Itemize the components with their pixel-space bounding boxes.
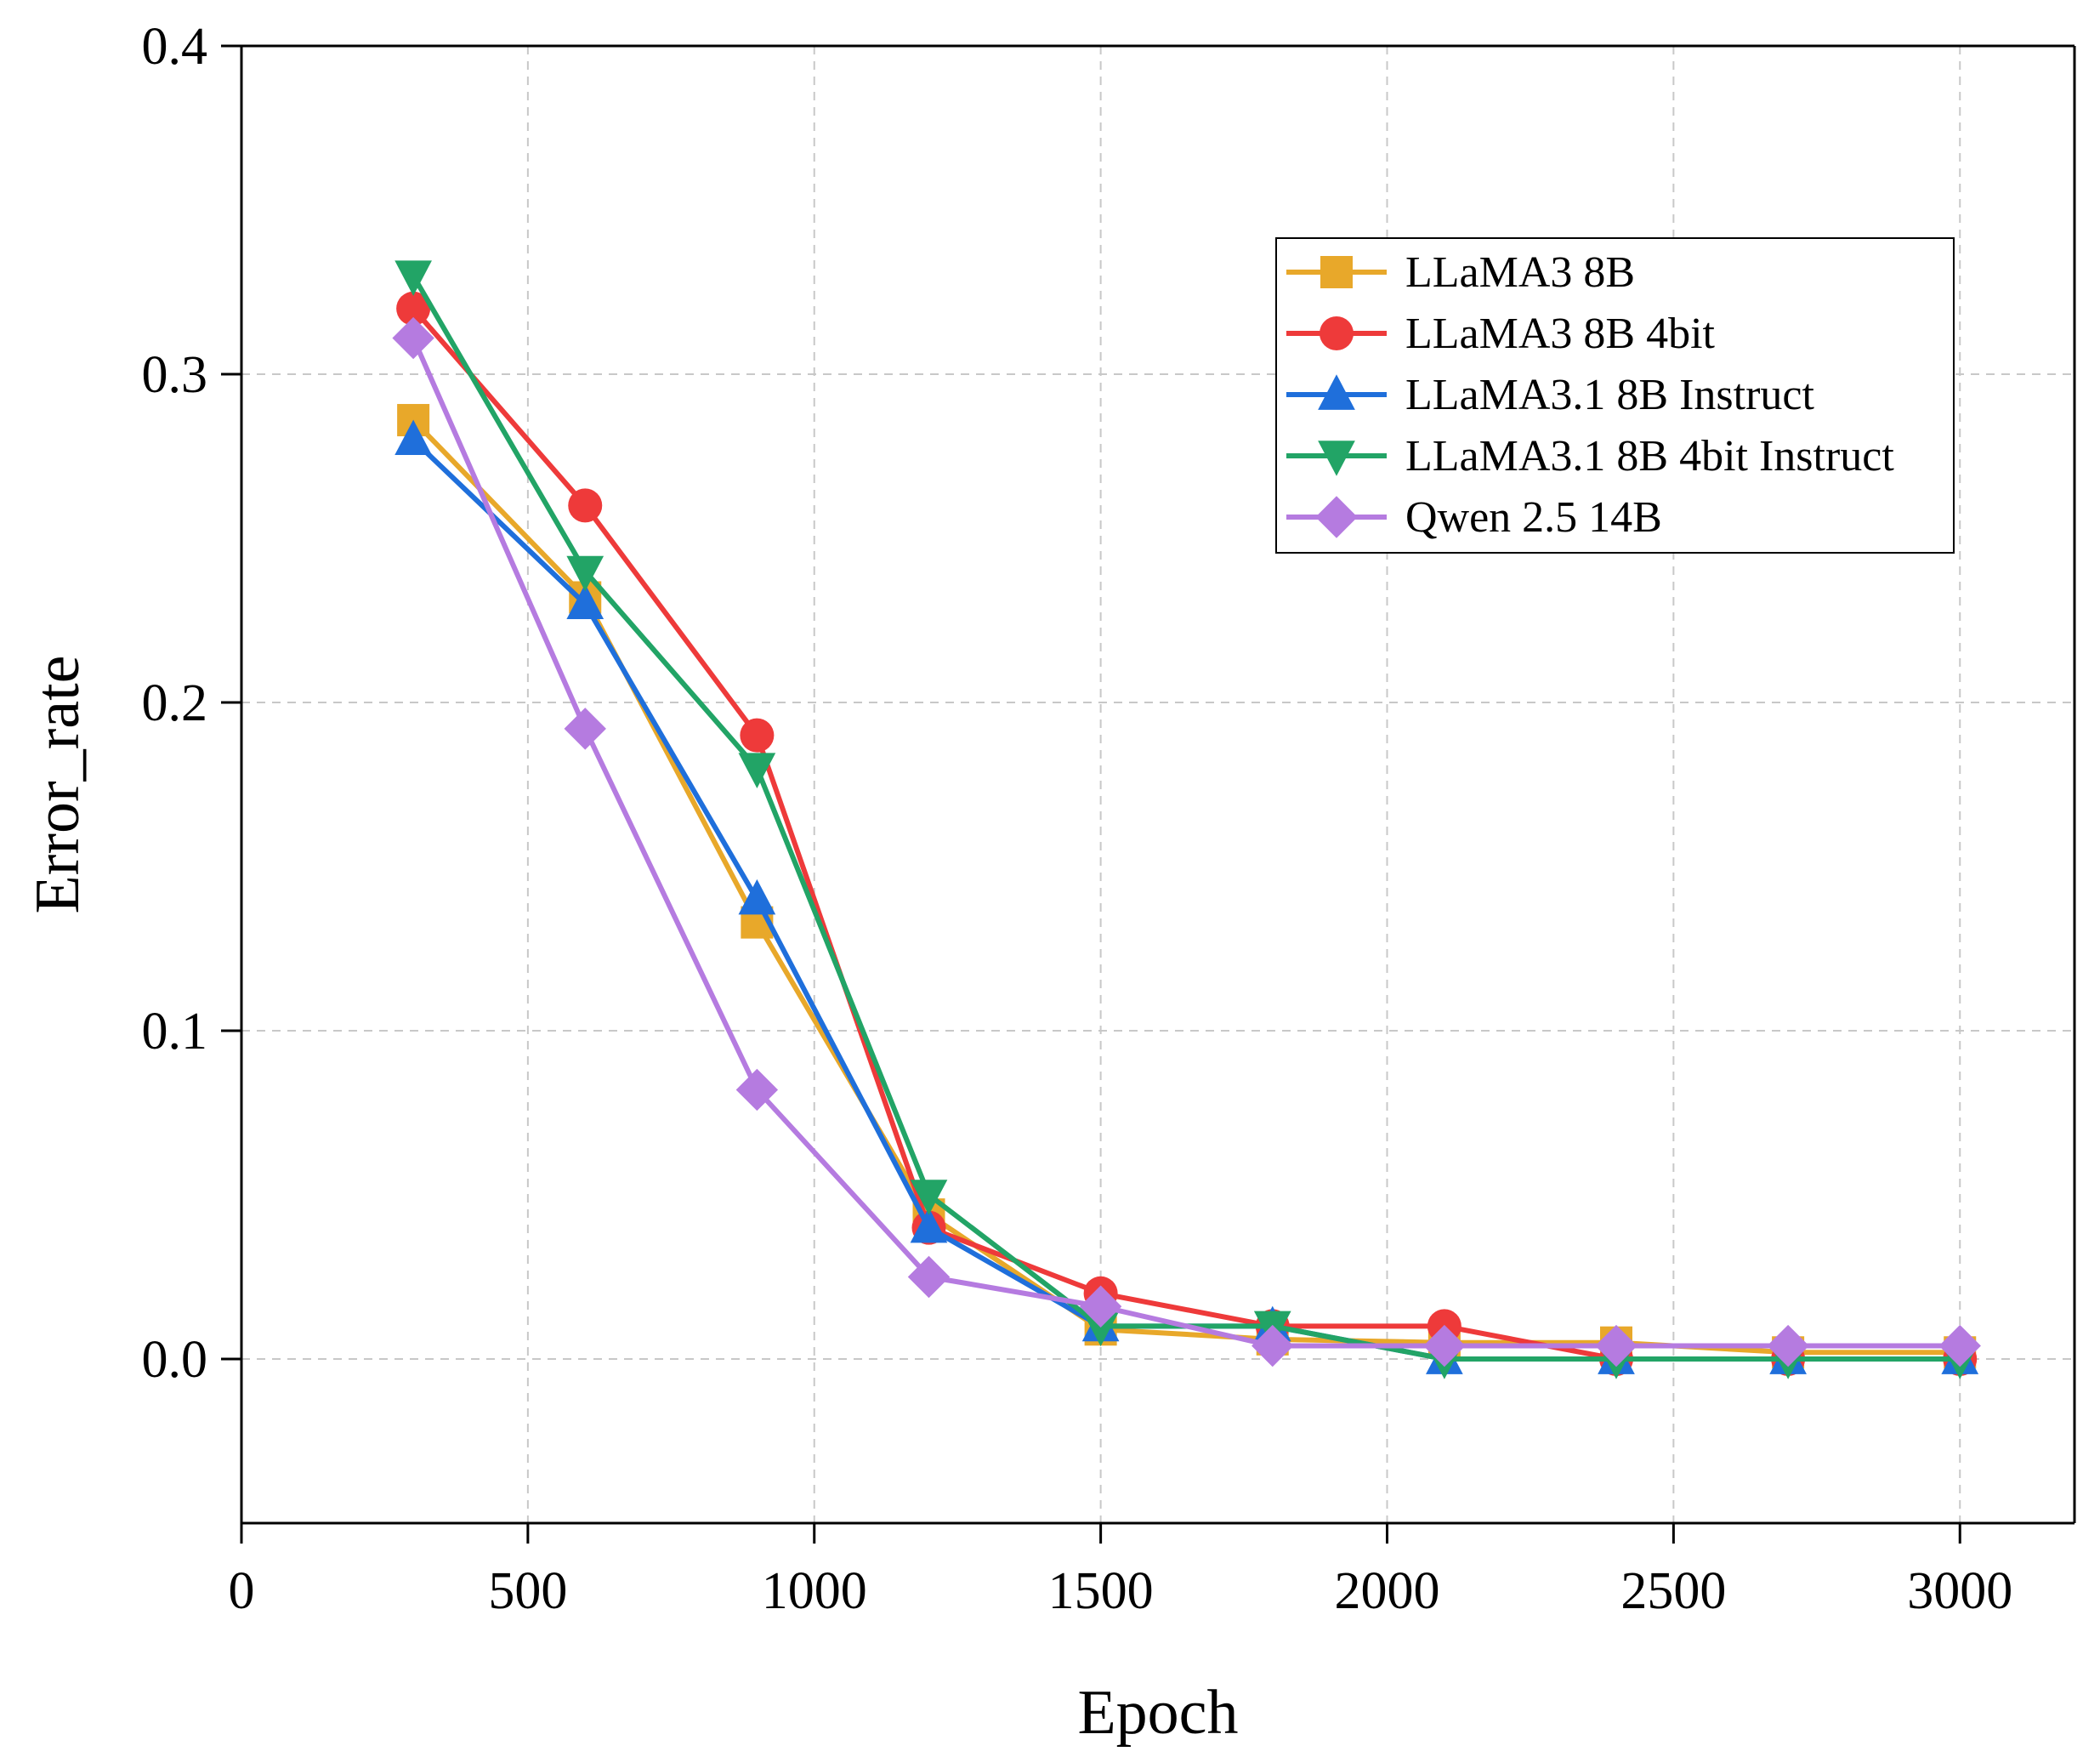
data-point bbox=[738, 878, 776, 915]
data-point bbox=[738, 753, 776, 788]
legend-marker bbox=[1320, 256, 1353, 288]
y-axis-title: Error_rate bbox=[23, 655, 93, 913]
legend-box bbox=[1275, 237, 1955, 554]
data-point bbox=[907, 1255, 951, 1299]
x-tick-label: 2500 bbox=[1620, 1562, 1726, 1620]
data-point bbox=[735, 1068, 779, 1112]
y-tick-label: 0.1 bbox=[142, 1003, 208, 1060]
data-point bbox=[396, 291, 431, 326]
legend-label: LLaMA3.1 8B 4bit Instruct bbox=[1405, 432, 1894, 480]
data-point bbox=[910, 1207, 948, 1243]
data-point bbox=[740, 718, 775, 753]
x-tick-label: 500 bbox=[488, 1562, 567, 1620]
tick-labels: 0 500 1000 1500 2000 2500 3000 0.0 0.1 0.2 0.3 0.4 bbox=[142, 18, 2013, 1620]
legend-label: LLaMA3 8B bbox=[1405, 248, 1635, 297]
legend-label: LLaMA3.1 8B Instruct bbox=[1405, 371, 1814, 419]
y-tick-label: 0.3 bbox=[142, 346, 208, 404]
legend-item: LLaMA3 8B bbox=[1286, 248, 1635, 297]
x-axis-title: Epoch bbox=[1077, 1678, 1238, 1748]
x-tick-label: 1000 bbox=[762, 1562, 867, 1620]
data-point bbox=[1938, 1324, 1981, 1368]
legend: LLaMA3 8B LLaMA3 8B 4bit LLaMA3.1 8B Instr… bbox=[1275, 237, 1955, 554]
legend-item: LLaMA3 8B 4bit bbox=[1286, 310, 1716, 358]
data-point bbox=[568, 488, 603, 523]
data-point bbox=[1251, 1324, 1294, 1368]
axes bbox=[221, 44, 2076, 1544]
y-tick-label: 0.2 bbox=[142, 674, 208, 732]
legend-item: LLaMA3.1 8B 4bit Instruct bbox=[1286, 432, 1894, 480]
x-tick-label: 2000 bbox=[1335, 1562, 1440, 1620]
data-point bbox=[566, 555, 604, 592]
legend-item: Qwen 2.5 14B bbox=[1286, 493, 1662, 542]
data-point bbox=[1767, 1324, 1809, 1368]
data-point bbox=[566, 583, 604, 620]
x-tick-label: 0 bbox=[229, 1562, 255, 1620]
legend-item: LLaMA3.1 8B Instruct bbox=[1286, 371, 1814, 419]
legend-label: LLaMA3 8B 4bit bbox=[1405, 310, 1716, 358]
x-tick-label: 1500 bbox=[1048, 1562, 1154, 1620]
data-point bbox=[1081, 1311, 1120, 1347]
legend-marker bbox=[1320, 316, 1354, 350]
legend-label: Qwen 2.5 14B bbox=[1405, 493, 1662, 542]
legend-marker bbox=[1318, 441, 1355, 476]
data-point bbox=[564, 708, 606, 750]
data-point bbox=[394, 260, 432, 296]
series-layer bbox=[392, 260, 1981, 1379]
data-point bbox=[1595, 1324, 1637, 1368]
series-line bbox=[411, 337, 1961, 1349]
data-point bbox=[910, 1180, 948, 1215]
data-point bbox=[394, 419, 432, 456]
y-tick-label: 0.4 bbox=[142, 18, 208, 76]
data-point bbox=[392, 316, 434, 360]
y-tick-label: 0.0 bbox=[142, 1331, 208, 1389]
data-point bbox=[1079, 1285, 1122, 1328]
legend-marker bbox=[1315, 496, 1358, 538]
data-point bbox=[1423, 1324, 1466, 1368]
x-tick-label: 3000 bbox=[1907, 1562, 2012, 1620]
legend-marker bbox=[1318, 374, 1355, 410]
series-4 bbox=[392, 316, 1981, 1368]
